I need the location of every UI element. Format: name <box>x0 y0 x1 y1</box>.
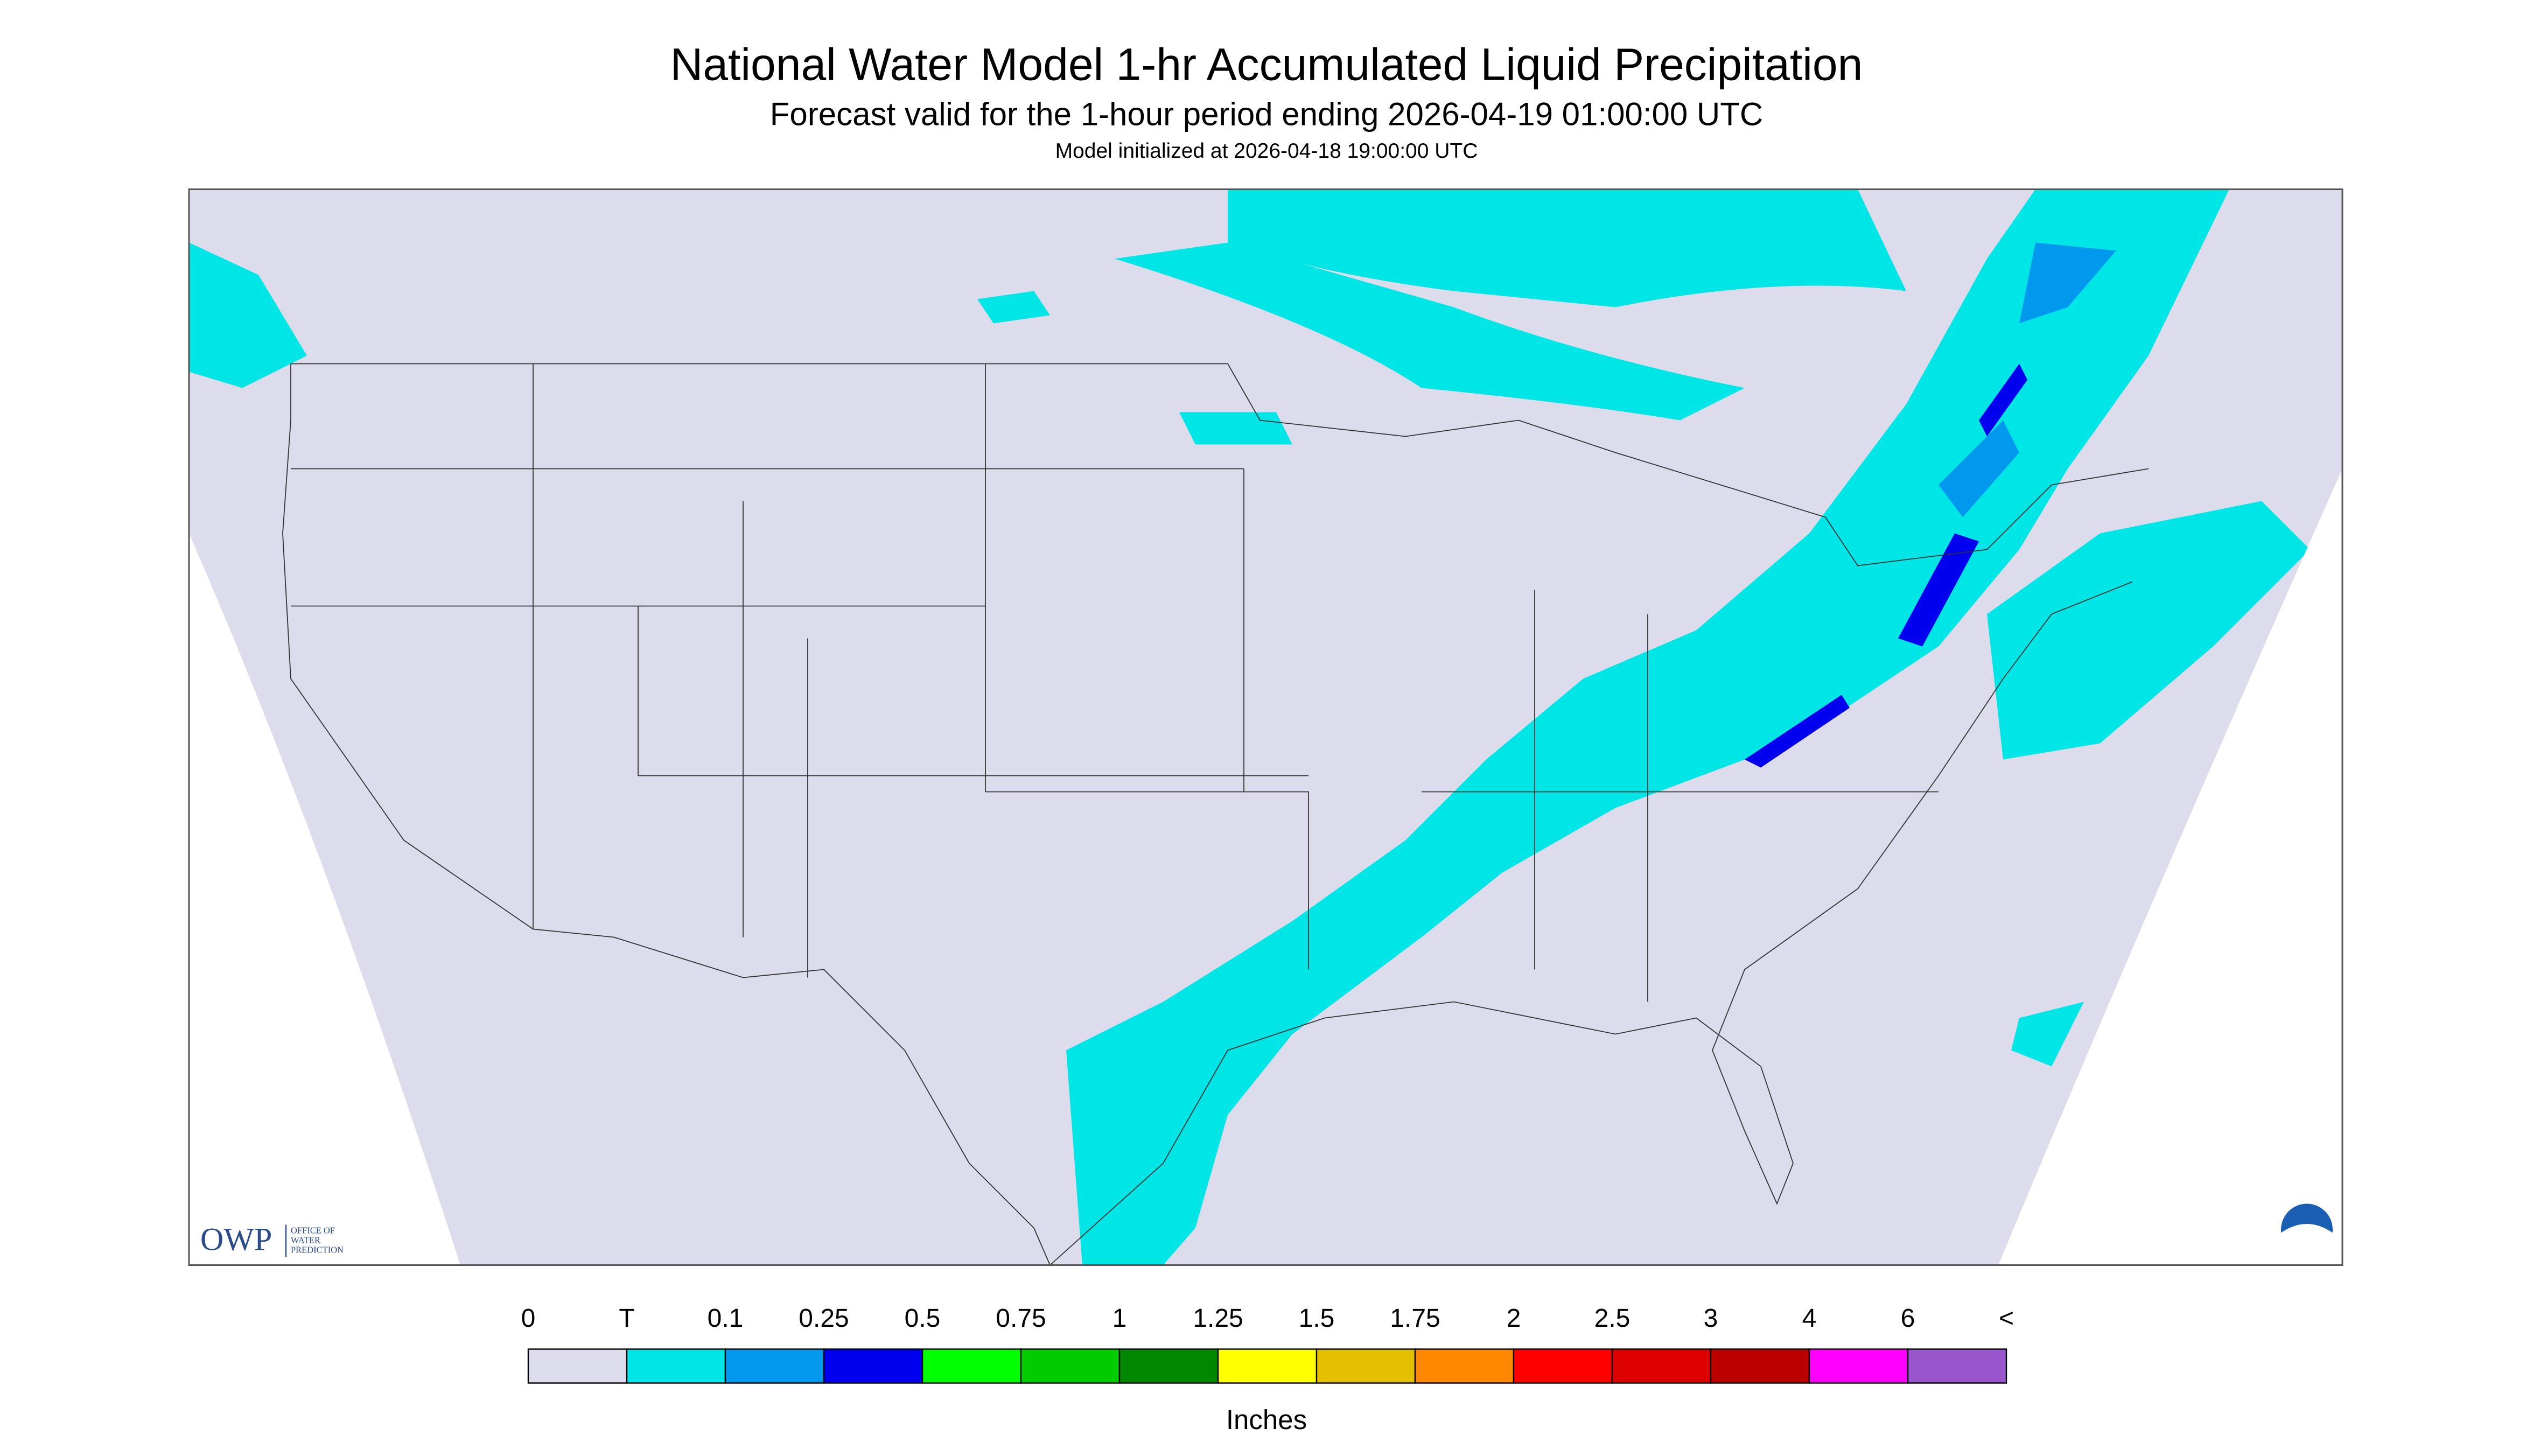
legend-label: 1 <box>1112 1304 1127 1333</box>
logo-text: WATER <box>291 1235 320 1245</box>
legend: 0 T 0.1 0.25 0.5 0.75 1 1.25 1.5 1.75 2 2.5 3 4 6 < <box>521 1304 2014 1384</box>
legend-swatch <box>1513 1348 1613 1384</box>
precip-core <box>1745 363 2027 768</box>
legend-label: T <box>619 1304 634 1333</box>
legend-label: 0.5 <box>905 1304 941 1333</box>
model-domain <box>189 189 2342 1265</box>
legend-label: 2 <box>1507 1304 1521 1333</box>
legend-swatch <box>1316 1348 1416 1384</box>
legend-swatch <box>1907 1348 2007 1384</box>
legend-swatch <box>1414 1348 1515 1384</box>
title: National Water Model 1-hr Accumulated Li… <box>670 39 1863 90</box>
legend-label: 4 <box>1802 1304 1817 1333</box>
map-frame <box>188 188 2343 1266</box>
precip-area <box>1228 189 1906 307</box>
precip-area <box>1987 501 2310 760</box>
legend-swatch <box>1710 1348 1810 1384</box>
precip-area <box>189 242 307 388</box>
legend-label: 6 <box>1901 1304 1915 1333</box>
legend-unit: Inches <box>1226 1404 1307 1435</box>
precip-area <box>1115 242 1745 421</box>
legend-label: 1.25 <box>1193 1304 1243 1333</box>
logo-wave <box>2281 1224 2333 1259</box>
legend-label: 2.5 <box>1594 1304 1631 1333</box>
legend-swatch <box>1611 1348 1712 1384</box>
init-time: Model initialized at 2026-04-18 19:00:00… <box>1055 139 1478 163</box>
legend-label: 0.1 <box>708 1304 744 1333</box>
legend-swatch <box>724 1348 825 1384</box>
legend-label: 1.75 <box>1390 1304 1440 1333</box>
legend-swatch <box>1020 1348 1121 1384</box>
logo-acronym: OWP <box>200 1221 272 1257</box>
legend-label: 3 <box>1704 1304 1718 1333</box>
legend-swatch <box>527 1348 628 1384</box>
precip-area <box>1939 242 2116 517</box>
legend-label: < <box>1999 1304 2014 1333</box>
legend-swatch <box>921 1348 1022 1384</box>
logo-text: PREDICTION <box>291 1244 344 1255</box>
legend-label: 0 <box>521 1304 536 1333</box>
legend-swatch <box>823 1348 923 1384</box>
map <box>189 189 2342 1266</box>
logo-text: OFFICE OF <box>291 1225 335 1235</box>
legend-label: 0.75 <box>996 1304 1046 1333</box>
subtitle: Forecast valid for the 1-hour period end… <box>770 96 1763 132</box>
boundaries <box>282 363 2149 1266</box>
legend-swatch <box>626 1348 726 1384</box>
noaa-logo <box>2281 1203 2333 1259</box>
legend-label: 0.25 <box>799 1304 849 1333</box>
owp-logo: OWP OFFICE OF WATER PREDICTION <box>200 1221 344 1257</box>
legend-swatch <box>1118 1348 1219 1384</box>
legend-label: 1.5 <box>1299 1304 1335 1333</box>
legend-swatch <box>1808 1348 1909 1384</box>
legend-swatch <box>1217 1348 1318 1384</box>
